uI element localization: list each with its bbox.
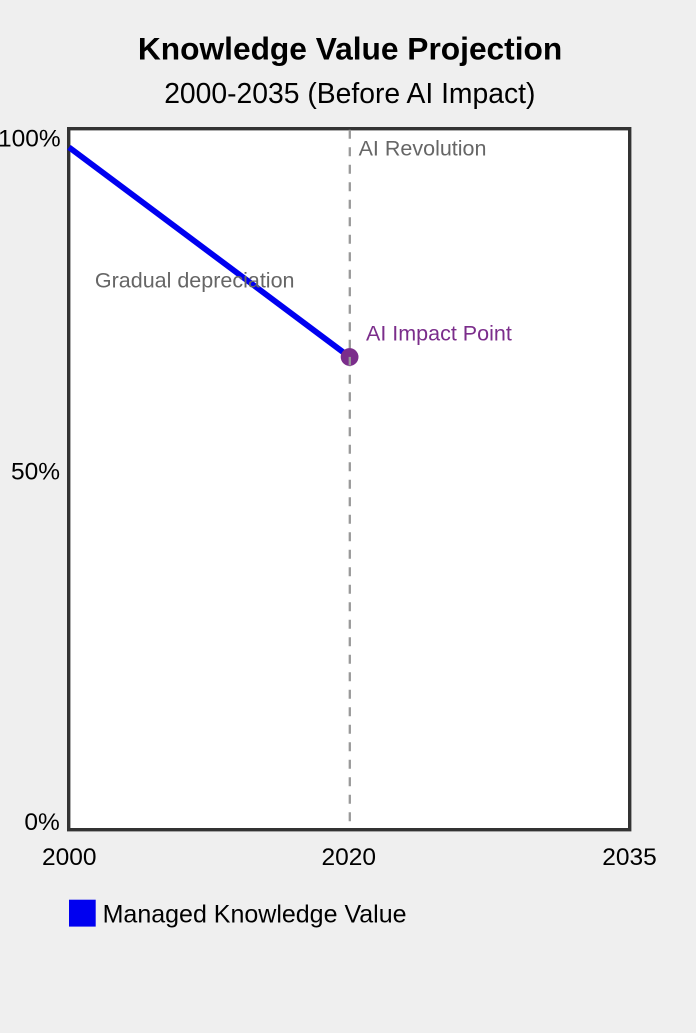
svg-text:2035: 2035 [602,844,657,871]
svg-text:2000: 2000 [42,844,97,871]
svg-text:50%: 50% [11,459,60,486]
svg-text:Gradual depreciation: Gradual depreciation [95,269,295,293]
svg-text:2000-2035 (Before AI Impact): 2000-2035 (Before AI Impact) [164,77,535,109]
svg-text:AI Revolution: AI Revolution [359,137,487,161]
svg-text:100%: 100% [0,126,61,153]
svg-text:Managed Knowledge Value: Managed Knowledge Value [103,901,407,929]
svg-text:0%: 0% [24,809,59,836]
svg-text:AI Impact Point: AI Impact Point [366,322,512,346]
svg-text:2020: 2020 [321,844,376,871]
svg-text:Knowledge Value Projection: Knowledge Value Projection [138,30,562,66]
